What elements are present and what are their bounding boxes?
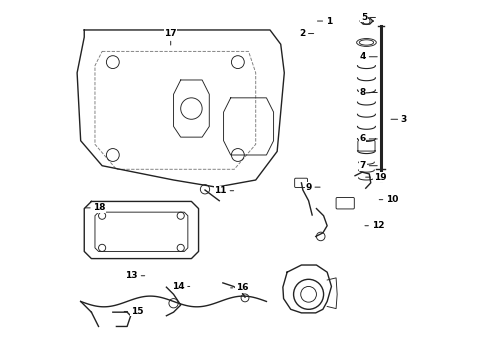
Text: 12: 12 bbox=[365, 221, 384, 230]
Text: 2: 2 bbox=[299, 29, 314, 38]
Text: 1: 1 bbox=[318, 17, 332, 26]
Text: 19: 19 bbox=[366, 173, 386, 182]
Text: 4: 4 bbox=[360, 52, 377, 61]
Text: 11: 11 bbox=[215, 186, 234, 195]
Text: 18: 18 bbox=[85, 203, 106, 212]
Text: 17: 17 bbox=[164, 29, 177, 45]
Text: 15: 15 bbox=[124, 307, 144, 316]
Text: 13: 13 bbox=[125, 271, 145, 280]
Text: 5: 5 bbox=[361, 13, 375, 22]
Text: 16: 16 bbox=[231, 283, 248, 292]
Text: 7: 7 bbox=[360, 161, 377, 170]
Text: 14: 14 bbox=[172, 282, 190, 291]
Text: 6: 6 bbox=[360, 134, 377, 143]
Text: 9: 9 bbox=[305, 183, 320, 192]
Text: 3: 3 bbox=[391, 115, 407, 124]
Text: 10: 10 bbox=[379, 195, 398, 204]
Text: 8: 8 bbox=[360, 88, 377, 97]
